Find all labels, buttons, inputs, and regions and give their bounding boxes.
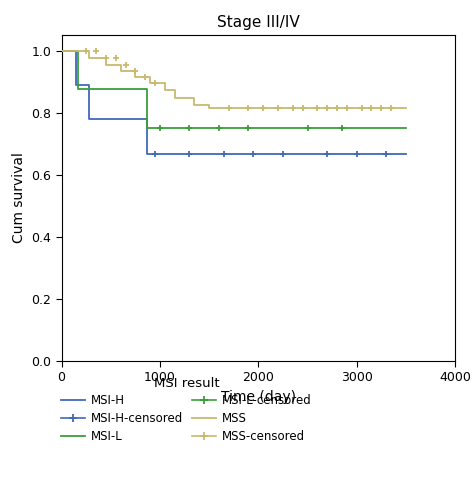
X-axis label: Time (day): Time (day) — [221, 390, 296, 404]
Title: Stage III/IV: Stage III/IV — [217, 15, 300, 30]
Y-axis label: Cum survival: Cum survival — [12, 152, 26, 243]
Legend: MSI-H, MSI-H-censored, MSI-L, MSI-L-censored, MSS, MSS-censored: MSI-H, MSI-H-censored, MSI-L, MSI-L-cens… — [61, 377, 312, 443]
